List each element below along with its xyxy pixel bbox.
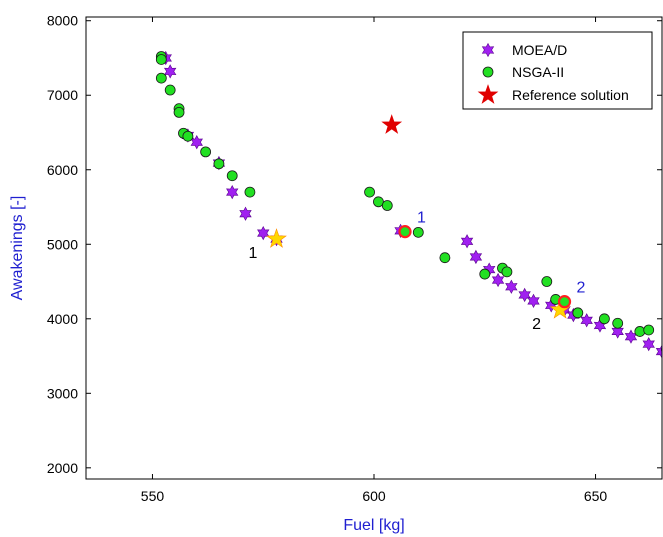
highlighted-point	[398, 225, 412, 239]
series-0	[159, 50, 662, 359]
legend: MOEA/D NSGA-II Reference solution	[462, 31, 653, 110]
y-axis-title: Awakenings [-]	[9, 196, 26, 301]
data-point	[460, 234, 474, 249]
series-2	[381, 114, 403, 134]
data-point	[200, 146, 212, 158]
data-point	[491, 272, 505, 288]
data-point	[173, 106, 185, 118]
data-point	[572, 307, 584, 319]
point-annotation: 1	[249, 245, 258, 262]
tick-labels: 5506006507007508002000300040005000600070…	[47, 13, 608, 504]
data-point	[164, 84, 176, 96]
highlighted-point	[557, 295, 572, 309]
y-tick-label: 6000	[47, 162, 78, 178]
data-point	[155, 54, 167, 65]
data-point	[164, 64, 177, 79]
series-layer	[155, 50, 662, 359]
data-point	[501, 266, 513, 278]
data-point	[505, 279, 518, 294]
legend-label-reference: Reference solution	[512, 87, 629, 103]
data-point	[364, 186, 375, 198]
data-point	[469, 249, 483, 265]
series-1	[155, 51, 662, 353]
data-point	[655, 344, 662, 359]
x-tick-label: 650	[584, 488, 608, 504]
data-point	[479, 268, 491, 280]
legend-label-nsga2: NSGA-II	[512, 64, 564, 80]
data-point	[642, 336, 655, 352]
annotations: 123123	[249, 210, 586, 333]
legend-symbol-moead	[481, 42, 495, 58]
data-point	[634, 326, 646, 337]
data-point	[541, 276, 553, 287]
data-point	[226, 170, 238, 182]
y-tick-label: 4000	[47, 311, 78, 327]
data-point	[518, 287, 531, 303]
data-point	[439, 252, 451, 264]
highlight-layer	[266, 225, 572, 319]
plot-frame	[85, 16, 663, 480]
x-tick-label: 600	[362, 488, 386, 504]
legend-symbol-nsga2	[482, 66, 494, 78]
axis-ticks	[86, 17, 662, 479]
y-tick-label: 7000	[47, 87, 78, 103]
data-point	[527, 293, 540, 309]
data-point	[643, 324, 655, 336]
legend-box	[462, 31, 653, 110]
y-tick-label: 5000	[47, 236, 78, 252]
y-tick-label: 2000	[47, 460, 78, 476]
legend-label-moead: MOEA/D	[512, 42, 567, 58]
data-point	[599, 313, 610, 325]
legend-symbol-reference	[477, 84, 499, 104]
point-annotation: 1	[417, 210, 426, 227]
data-point	[213, 158, 225, 170]
data-point	[412, 226, 424, 238]
data-point	[244, 186, 256, 198]
reference-point	[381, 114, 403, 134]
data-point	[182, 130, 194, 142]
data-point	[580, 313, 593, 328]
y-tick-label: 8000	[47, 13, 78, 29]
data-point	[612, 317, 624, 329]
highlighted-point	[266, 228, 287, 248]
data-point	[226, 184, 239, 200]
y-tick-label: 3000	[47, 385, 78, 401]
data-point	[239, 206, 252, 221]
x-tick-label: 550	[141, 488, 165, 504]
data-point	[611, 324, 624, 339]
data-point	[155, 72, 167, 84]
data-point	[257, 225, 270, 241]
plot-area	[155, 50, 662, 359]
x-axis-title: Fuel [kg]	[343, 517, 404, 534]
point-annotation: 2	[532, 316, 541, 333]
point-annotation: 2	[577, 280, 586, 297]
data-point	[381, 200, 393, 211]
legend-symbols	[477, 42, 499, 104]
